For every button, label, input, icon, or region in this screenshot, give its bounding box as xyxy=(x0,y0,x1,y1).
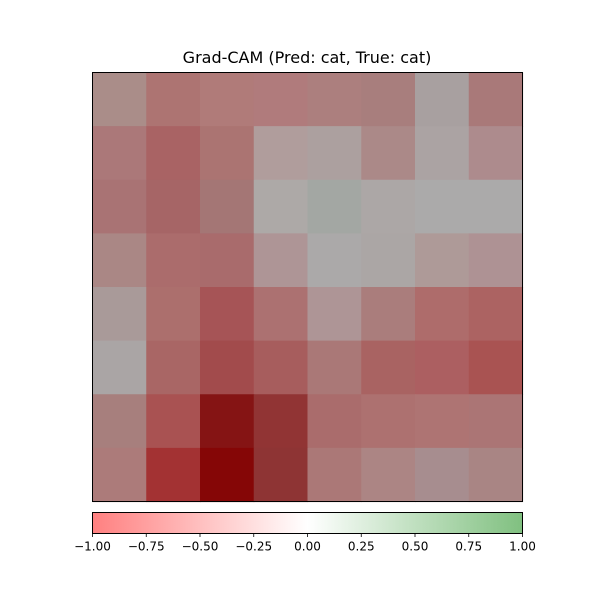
heatmap-cell-r1-c0 xyxy=(92,126,147,181)
heatmap-cell-r2-c3 xyxy=(253,179,309,234)
heatmap-cell-r2-c1 xyxy=(146,179,201,234)
heatmap-cell-r3-c5 xyxy=(361,233,416,288)
heatmap-cell-r6-c3 xyxy=(253,394,309,449)
heatmap-cell-r7-c7 xyxy=(468,447,524,503)
heatmap-cell-r1-c5 xyxy=(361,126,416,181)
heatmap-cell-r5-c4 xyxy=(307,340,362,395)
heatmap-cell-r0-c4 xyxy=(307,72,362,127)
heatmap-cell-r1-c2 xyxy=(200,126,255,181)
heatmap-cell-r4-c7 xyxy=(468,287,524,342)
heatmap-cell-r1-c3 xyxy=(253,126,309,181)
colorbar-tick-label: −0.75 xyxy=(128,540,165,554)
heatmap-cell-r5-c5 xyxy=(361,340,416,395)
heatmap-cell-r6-c5 xyxy=(361,394,416,449)
heatmap-cell-r2-c5 xyxy=(361,179,416,234)
heatmap-cell-r6-c0 xyxy=(92,394,147,449)
heatmap-cell-r4-c4 xyxy=(307,287,362,342)
heatmap-cell-r6-c2 xyxy=(200,394,255,449)
colorbar-tick-label: 0.25 xyxy=(348,540,375,554)
heatmap-cell-r1-c4 xyxy=(307,126,362,181)
heatmap-cell-r6-c1 xyxy=(146,394,201,449)
heatmap-cell-r0-c2 xyxy=(200,72,255,127)
colorbar-tick-label: 0.50 xyxy=(402,540,429,554)
colorbar xyxy=(92,512,523,534)
heatmap-cell-r7-c5 xyxy=(361,447,416,503)
heatmap-cell-r0-c7 xyxy=(468,72,524,127)
heatmap-cell-r1-c6 xyxy=(415,126,470,181)
heatmap-cell-r3-c7 xyxy=(468,233,524,288)
heatmap-cell-r0-c6 xyxy=(415,72,470,127)
heatmap-cell-r5-c3 xyxy=(253,340,309,395)
heatmap-cell-r2-c2 xyxy=(200,179,255,234)
heatmap-cell-r0-c0 xyxy=(92,72,147,127)
heatmap-cell-r3-c3 xyxy=(253,233,309,288)
heatmap-cell-r4-c6 xyxy=(415,287,470,342)
heatmap-cell-r4-c3 xyxy=(253,287,309,342)
heatmap-cell-r5-c2 xyxy=(200,340,255,395)
heatmap-cell-r4-c5 xyxy=(361,287,416,342)
heatmap-cell-r3-c4 xyxy=(307,233,362,288)
heatmap-cell-r5-c0 xyxy=(92,340,147,395)
heatmap-cell-r0-c3 xyxy=(253,72,309,127)
colorbar-tick-label: 1.00 xyxy=(509,540,536,554)
heatmap-cell-r6-c6 xyxy=(415,394,470,449)
heatmap-cell-r1-c1 xyxy=(146,126,201,181)
heatmap-cell-r4-c0 xyxy=(92,287,147,342)
chart-title: Grad-CAM (Pred: cat, True: cat) xyxy=(183,48,432,67)
heatmap-cell-r7-c4 xyxy=(307,447,362,503)
heatmap-cell-r2-c4 xyxy=(307,179,362,234)
heatmap-cell-r0-c5 xyxy=(361,72,416,127)
heatmap-cell-r7-c3 xyxy=(253,447,309,503)
heatmap-cell-r0-c1 xyxy=(146,72,201,127)
heatmap-grid xyxy=(92,72,524,503)
colorbar-tick-label: 0.00 xyxy=(294,540,321,554)
colorbar-tick-label: −1.00 xyxy=(74,540,111,554)
heatmap-cell-r4-c1 xyxy=(146,287,201,342)
heatmap-cell-r3-c0 xyxy=(92,233,147,288)
colorbar-tick-label: 0.75 xyxy=(455,540,482,554)
heatmap-cell-r6-c7 xyxy=(468,394,524,449)
colorbar-tick-label: −0.50 xyxy=(182,540,219,554)
colorbar-tick-label: −0.25 xyxy=(235,540,272,554)
heatmap-cell-r3-c1 xyxy=(146,233,201,288)
heatmap-cell-r7-c0 xyxy=(92,447,147,503)
heatmap-cell-r7-c2 xyxy=(200,447,255,503)
heatmap-cell-r2-c0 xyxy=(92,179,147,234)
colorbar-axis: −1.00 −0.75 −0.50 −0.25 0.00 0.25 0.50 0.75 1.00 xyxy=(74,533,536,554)
heatmap-cell-r3-c2 xyxy=(200,233,255,288)
heatmap-cell-r2-c7 xyxy=(468,179,524,234)
heatmap-cell-r5-c7 xyxy=(468,340,524,395)
heatmap-cell-r5-c6 xyxy=(415,340,470,395)
heatmap-cell-r6-c4 xyxy=(307,394,362,449)
heatmap-cell-r5-c1 xyxy=(146,340,201,395)
heatmap-frame xyxy=(92,72,523,502)
heatmap-cell-r1-c7 xyxy=(468,126,524,181)
heatmap-cell-r2-c6 xyxy=(415,179,470,234)
heatmap-cell-r3-c6 xyxy=(415,233,470,288)
heatmap-cell-r7-c1 xyxy=(146,447,201,503)
heatmap-cell-r7-c6 xyxy=(415,447,470,503)
heatmap-cell-r4-c2 xyxy=(200,287,255,342)
